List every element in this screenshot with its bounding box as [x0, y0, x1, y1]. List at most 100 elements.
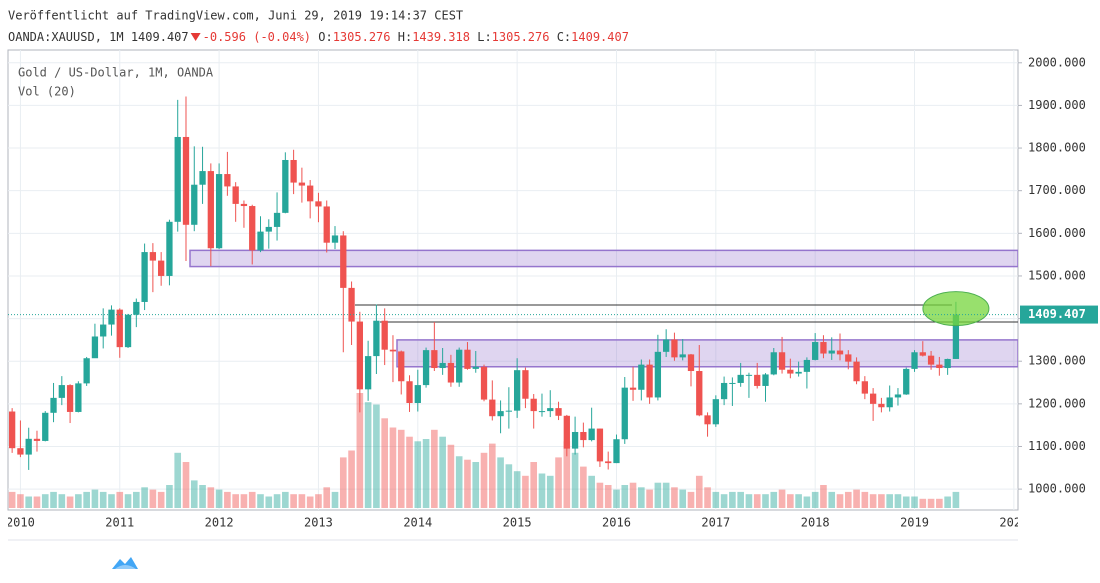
volume-bar [141, 487, 148, 508]
symbol: OANDA:XAUUSD, 1M [8, 30, 124, 44]
volume-bar [861, 491, 869, 508]
volume-bar [488, 443, 496, 508]
candle-body [613, 439, 620, 464]
down-arrow [190, 33, 201, 41]
volume-bar [770, 491, 778, 508]
volume-bar [397, 429, 405, 508]
candle-body [75, 383, 82, 412]
candle-body [679, 354, 686, 358]
volume-bar [803, 496, 811, 508]
published-note: Veröffentlicht auf TradingView.com, Juni… [8, 9, 463, 23]
x-tick-label: 2020 [999, 516, 1028, 530]
volume-bar [513, 471, 521, 508]
candle-body [663, 339, 670, 352]
candle-body [100, 324, 107, 337]
candle-body [911, 352, 918, 369]
volume-bar [671, 487, 678, 508]
volume-bar [133, 491, 140, 508]
candle-body [787, 369, 794, 374]
candle-body [936, 364, 943, 369]
candle-body [174, 136, 181, 222]
price-zone [189, 249, 1018, 268]
candle-body [505, 410, 513, 412]
candle-body [513, 370, 521, 411]
ohlc-label: H: [398, 30, 412, 44]
volume-bar [530, 462, 538, 508]
candle-body [886, 397, 893, 408]
volume-bar [157, 491, 165, 508]
volume-bar [91, 489, 99, 508]
volume-bar [952, 491, 960, 508]
y-axis: 1000.0001100.0001200.0001300.0001400.000… [1018, 55, 1098, 496]
candle-body [729, 382, 736, 384]
volume-bar [364, 402, 372, 508]
volume-bar [373, 404, 380, 508]
candle-body [497, 411, 504, 417]
volume-bar [356, 393, 364, 508]
candle-body [638, 364, 645, 390]
y-tick-label: 1100.000 [1028, 439, 1086, 453]
candle-body [795, 371, 802, 374]
candle-body [149, 252, 157, 261]
volume-bar [464, 459, 471, 508]
volume-bar [199, 485, 206, 508]
candle-body [182, 136, 190, 225]
volume-bar [8, 491, 16, 508]
volume-bar [149, 489, 157, 508]
x-tick-label: 2018 [801, 516, 830, 530]
volume-bar [455, 456, 463, 508]
candle-body [754, 374, 761, 386]
volume-bar [381, 418, 388, 508]
volume-bar [83, 491, 90, 508]
volume-bar [190, 480, 198, 508]
x-axis: 2010 2011 2012 2013 2014 2015 2016 2017 2018 2019… [6, 516, 1028, 530]
candle-body [952, 314, 960, 359]
volume-bar [596, 482, 604, 508]
y-tick-label: 1300.000 [1028, 354, 1086, 368]
volume-bar [33, 496, 41, 508]
grid [8, 50, 1018, 510]
volume-bar [447, 444, 455, 508]
volume-bar [116, 491, 124, 508]
volume-bar [348, 450, 355, 508]
candle-body [199, 171, 206, 185]
candle-body [398, 351, 405, 382]
candle-body [803, 359, 811, 372]
volume-bar [240, 494, 248, 508]
volume-bar [232, 494, 239, 508]
candle-body [124, 314, 132, 348]
candle-body [538, 411, 546, 413]
volume-bar [41, 494, 49, 508]
volume-bar [745, 494, 753, 508]
x-tick-label: 2011 [105, 516, 134, 530]
candle-body [58, 385, 65, 398]
volume-bar [339, 457, 347, 508]
volume-bar [323, 487, 331, 508]
volume-bar [315, 494, 322, 508]
volume-bar [571, 452, 579, 508]
candle-body [298, 182, 306, 186]
candle-body [191, 184, 198, 225]
candle-body [704, 415, 711, 425]
y-tick-label: 1000.000 [1028, 482, 1086, 496]
candle-body [472, 366, 479, 369]
candle-body [480, 366, 488, 400]
candle-body [116, 309, 123, 348]
volume-bar [762, 494, 769, 508]
candle-body [447, 362, 455, 383]
candle-body [133, 301, 140, 315]
brand-logo [112, 557, 138, 569]
candle-body [431, 350, 438, 369]
symbol-line: OANDA:XAUUSD, 1M 1409.407 -0.596 (-0.04%)… [8, 30, 629, 44]
candle-body [712, 399, 719, 425]
x-tick-label: 2010 [6, 516, 35, 530]
ohlc-close: 1409.407 [571, 30, 629, 44]
candle-body [356, 321, 363, 390]
volume-bar [431, 429, 438, 508]
last-price-label: 1409.407 [1028, 307, 1086, 321]
candle-body [836, 350, 844, 355]
candles [8, 96, 1018, 470]
candle-body [646, 364, 653, 398]
volume-bar [414, 441, 422, 508]
